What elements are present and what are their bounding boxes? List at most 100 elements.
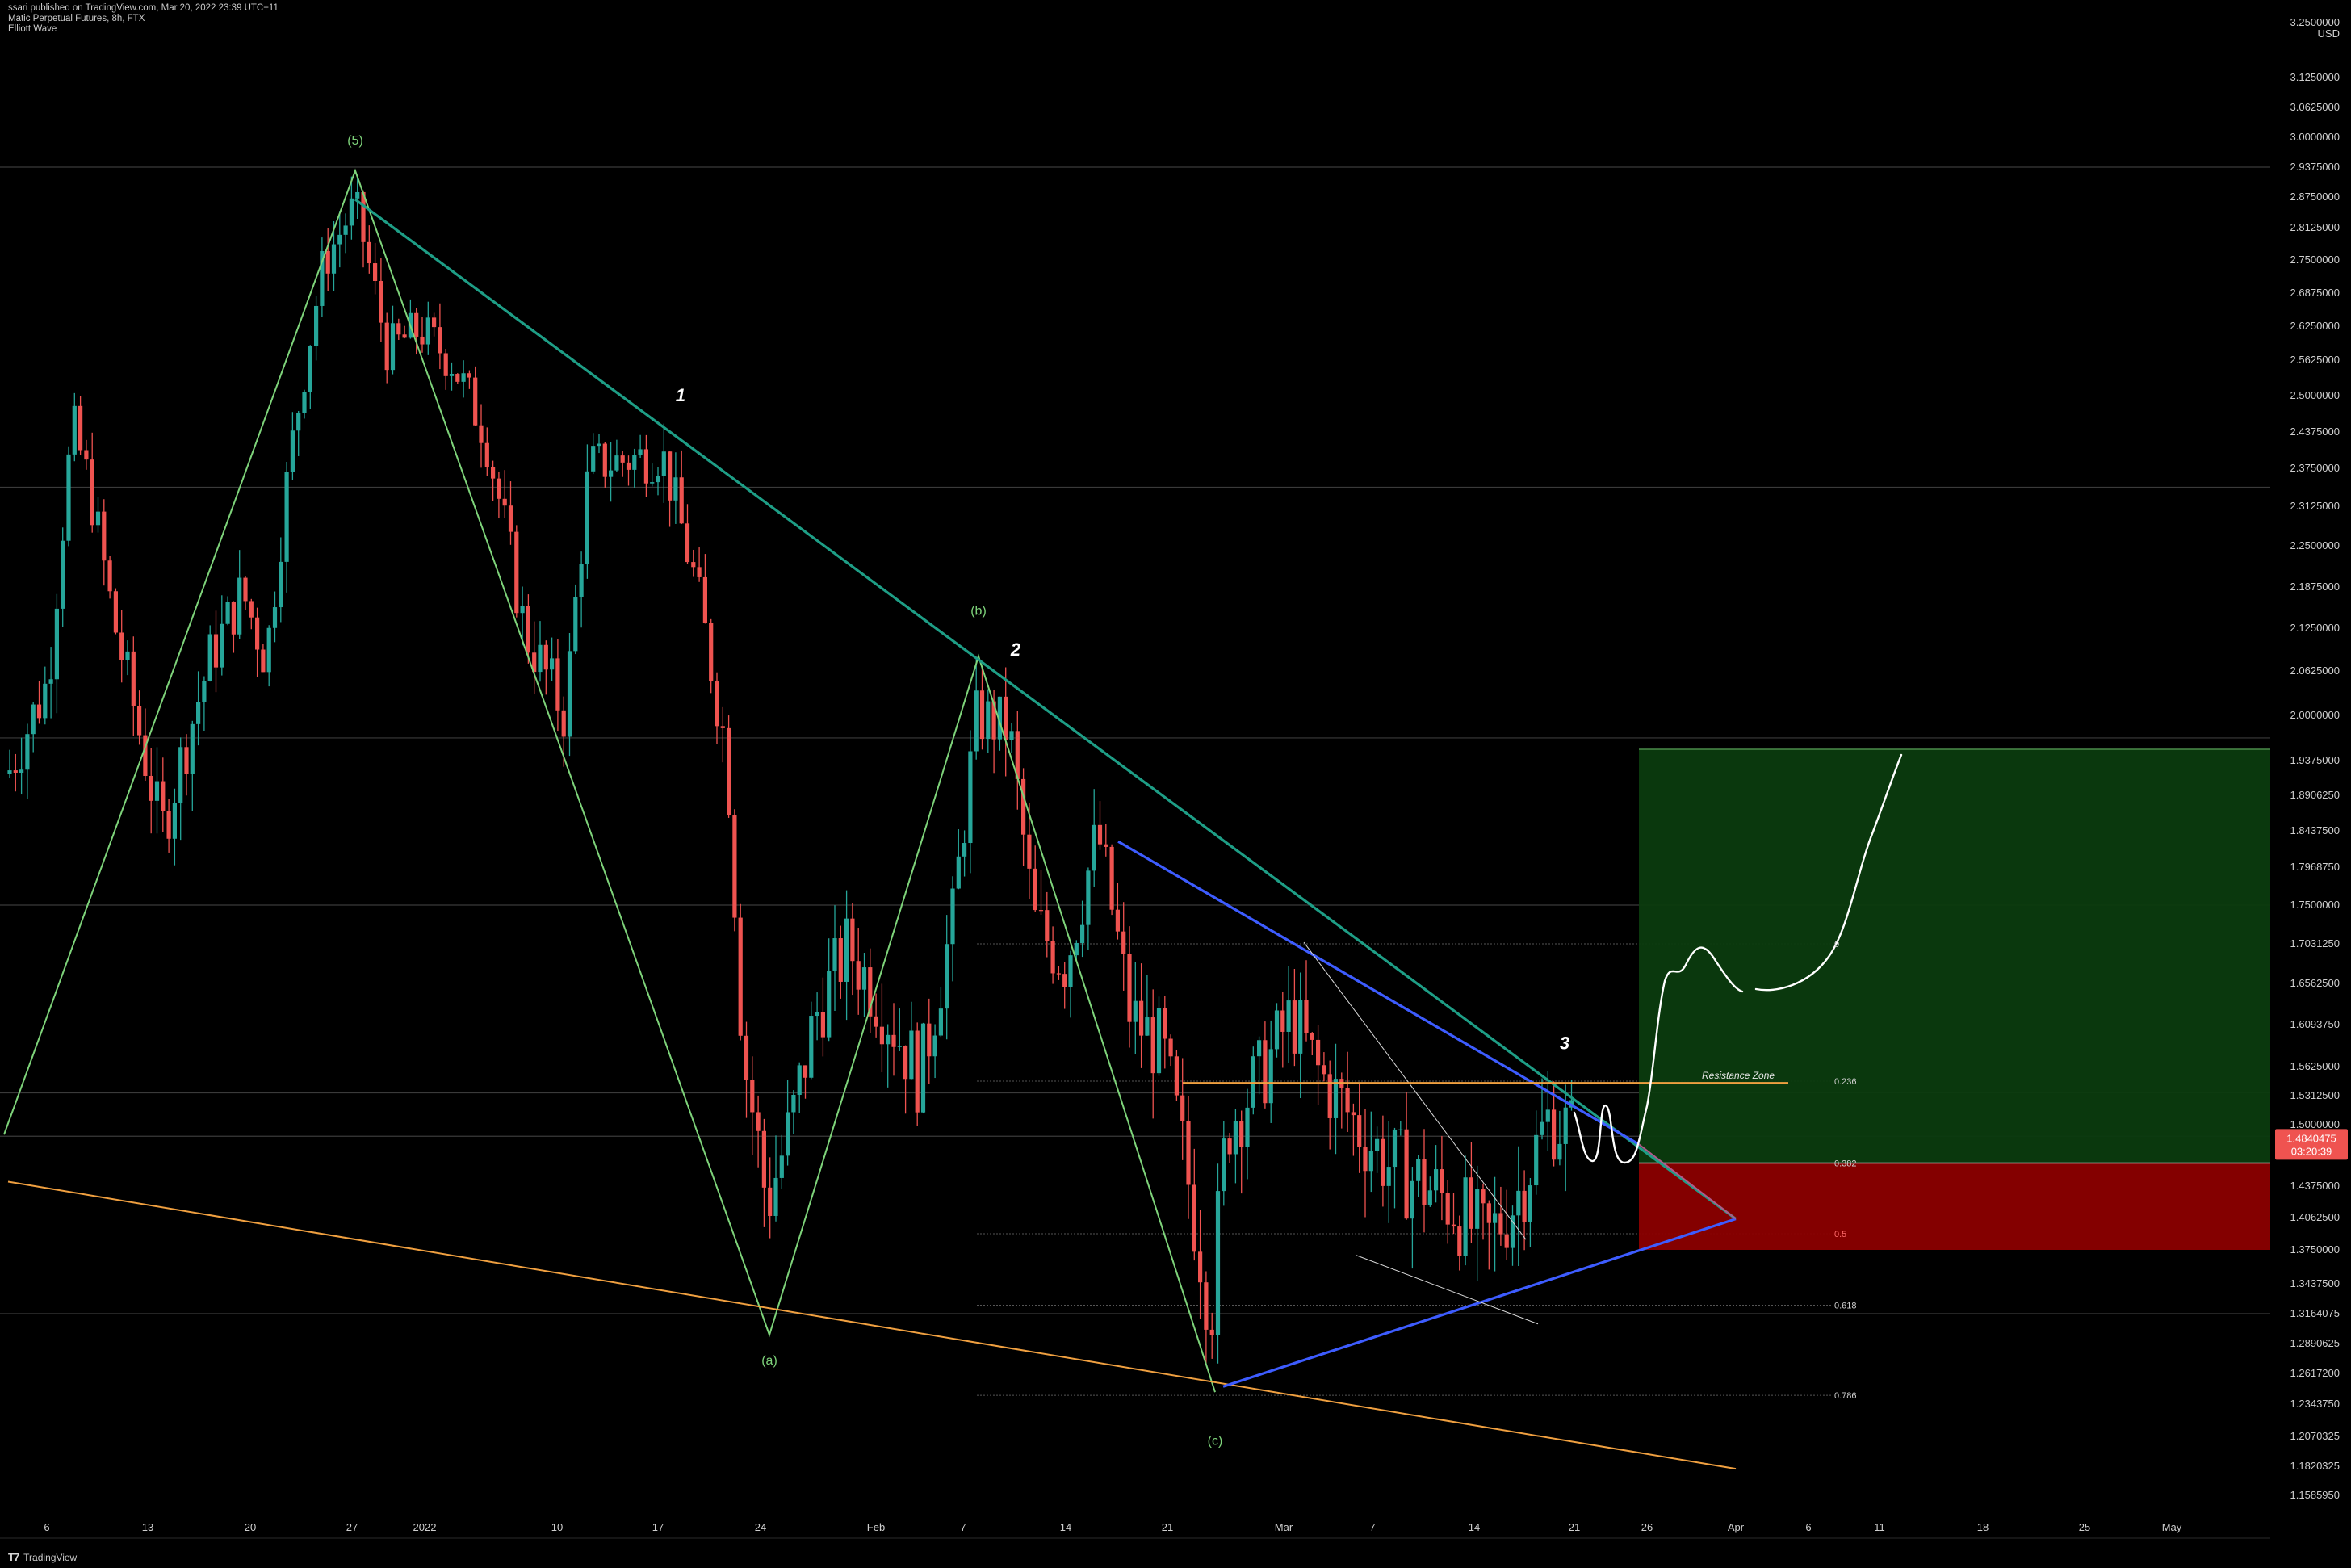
candle-body [266, 627, 271, 673]
fib-level-label: 0.786 [1834, 1391, 1857, 1401]
tradingview-footer[interactable]: T7 TradingView [8, 1551, 77, 1563]
candle-body [1481, 1189, 1486, 1204]
time-tick-label: 24 [755, 1521, 766, 1533]
candle-body [1292, 1000, 1297, 1054]
tradingview-brand: TradingView [23, 1551, 78, 1563]
candle-body [296, 413, 301, 431]
candle-body [585, 471, 589, 564]
chart-header: ssari published on TradingView.com, Mar … [8, 3, 279, 35]
candle-body [202, 681, 207, 702]
price-tick-label: 1.2617200 [2290, 1367, 2340, 1379]
candle-body [1015, 731, 1020, 779]
candle-body [932, 1035, 937, 1057]
time-tick-label: Feb [867, 1521, 885, 1533]
candle-body [43, 683, 48, 719]
candle-body [320, 250, 325, 306]
candle-body [373, 263, 378, 282]
candle-body [95, 511, 101, 526]
candle-body [72, 405, 77, 455]
candle-body [1386, 1167, 1391, 1186]
candle-body [420, 336, 425, 345]
candle-body [497, 478, 501, 499]
time-tick-label: 27 [346, 1521, 358, 1533]
candle-body [1033, 868, 1037, 911]
candle-body [36, 704, 42, 719]
candle-body [856, 961, 861, 990]
time-tick-label: 25 [2079, 1521, 2090, 1533]
candle-body [1145, 1017, 1150, 1036]
candle-body [13, 770, 18, 774]
candle-body [396, 323, 401, 335]
elliott-wave-line [3, 168, 1216, 1393]
candle-body [1516, 1190, 1521, 1216]
candle-body [526, 606, 530, 653]
candle-body [797, 1065, 802, 1095]
price-tick-label: 1.1820325 [2290, 1460, 2340, 1472]
time-tick-label: 7 [1369, 1521, 1375, 1533]
candle-body [1050, 941, 1055, 974]
candle-body [1404, 1129, 1409, 1219]
candle-body [213, 634, 219, 668]
indicator-label: Elliott Wave [8, 24, 57, 34]
price-tick-label: 1.3164075 [2290, 1307, 2340, 1319]
candle-body [161, 781, 166, 811]
candle-body [455, 374, 460, 382]
price-axis-bg [2270, 0, 2351, 1568]
candle-body [302, 392, 307, 413]
price-tick-label: 2.2500000 [2290, 539, 2340, 551]
candle-body [255, 617, 260, 650]
price-tick-label: 1.4375000 [2290, 1180, 2340, 1192]
candle-body [638, 449, 643, 455]
candle-body [1427, 1190, 1432, 1205]
candle-body [1363, 1147, 1368, 1172]
time-tick-label: 14 [1469, 1521, 1480, 1533]
price-tick-label: 1.5312500 [2290, 1089, 2340, 1101]
price-tick-label: 1.7031250 [2290, 937, 2340, 950]
candle-body [514, 531, 519, 614]
candle-body [1375, 1138, 1380, 1151]
candle-body [284, 472, 289, 562]
candle-body [791, 1094, 796, 1113]
fib-level-label: 0 [1834, 940, 1839, 950]
candle-body [927, 1023, 932, 1057]
candle-body [602, 443, 607, 477]
candle-body [779, 1155, 784, 1178]
candle-body [750, 1080, 755, 1113]
candle-body [438, 327, 442, 354]
price-tick-label: 1.5000000 [2290, 1118, 2340, 1130]
candle-body [1416, 1159, 1421, 1181]
candle-body [361, 191, 366, 242]
candle-body [909, 1030, 914, 1080]
candle-body [1086, 870, 1091, 925]
candle-body [1557, 1143, 1562, 1160]
resistance-zone-label: Resistance Zone [1702, 1070, 1775, 1081]
price-tick-label: 2.0625000 [2290, 665, 2340, 677]
candle-body [809, 1016, 814, 1078]
price-tick-label: 2.3750000 [2290, 462, 2340, 474]
candle-body [620, 455, 625, 463]
wave-label: (b) [970, 605, 987, 618]
time-tick-label: 17 [652, 1521, 664, 1533]
candle-body [1233, 1121, 1238, 1155]
candle-body [697, 567, 702, 577]
candle-body [1139, 1000, 1144, 1036]
candle-body [1168, 1038, 1173, 1057]
wave-label: 2 [1010, 639, 1021, 660]
price-tick-label: 3.0000000 [2290, 131, 2340, 143]
candle-body [861, 967, 867, 990]
candle-body [1392, 1129, 1398, 1168]
price-tick-label: 2.3125000 [2290, 500, 2340, 512]
candle-body [1510, 1215, 1515, 1248]
candle-body [915, 1030, 920, 1113]
time-tick-label: 18 [1977, 1521, 1989, 1533]
price-tick-label: 1.8906250 [2290, 789, 2340, 801]
candle-body [815, 1012, 819, 1017]
candle-body [938, 1008, 943, 1036]
price-tick-label: 1.6093750 [2290, 1018, 2340, 1030]
candle-body [579, 564, 584, 597]
wave-label: (c) [1208, 1434, 1223, 1448]
candle-body [950, 888, 955, 945]
candle-body [974, 690, 979, 752]
candle-body [1445, 1193, 1450, 1225]
